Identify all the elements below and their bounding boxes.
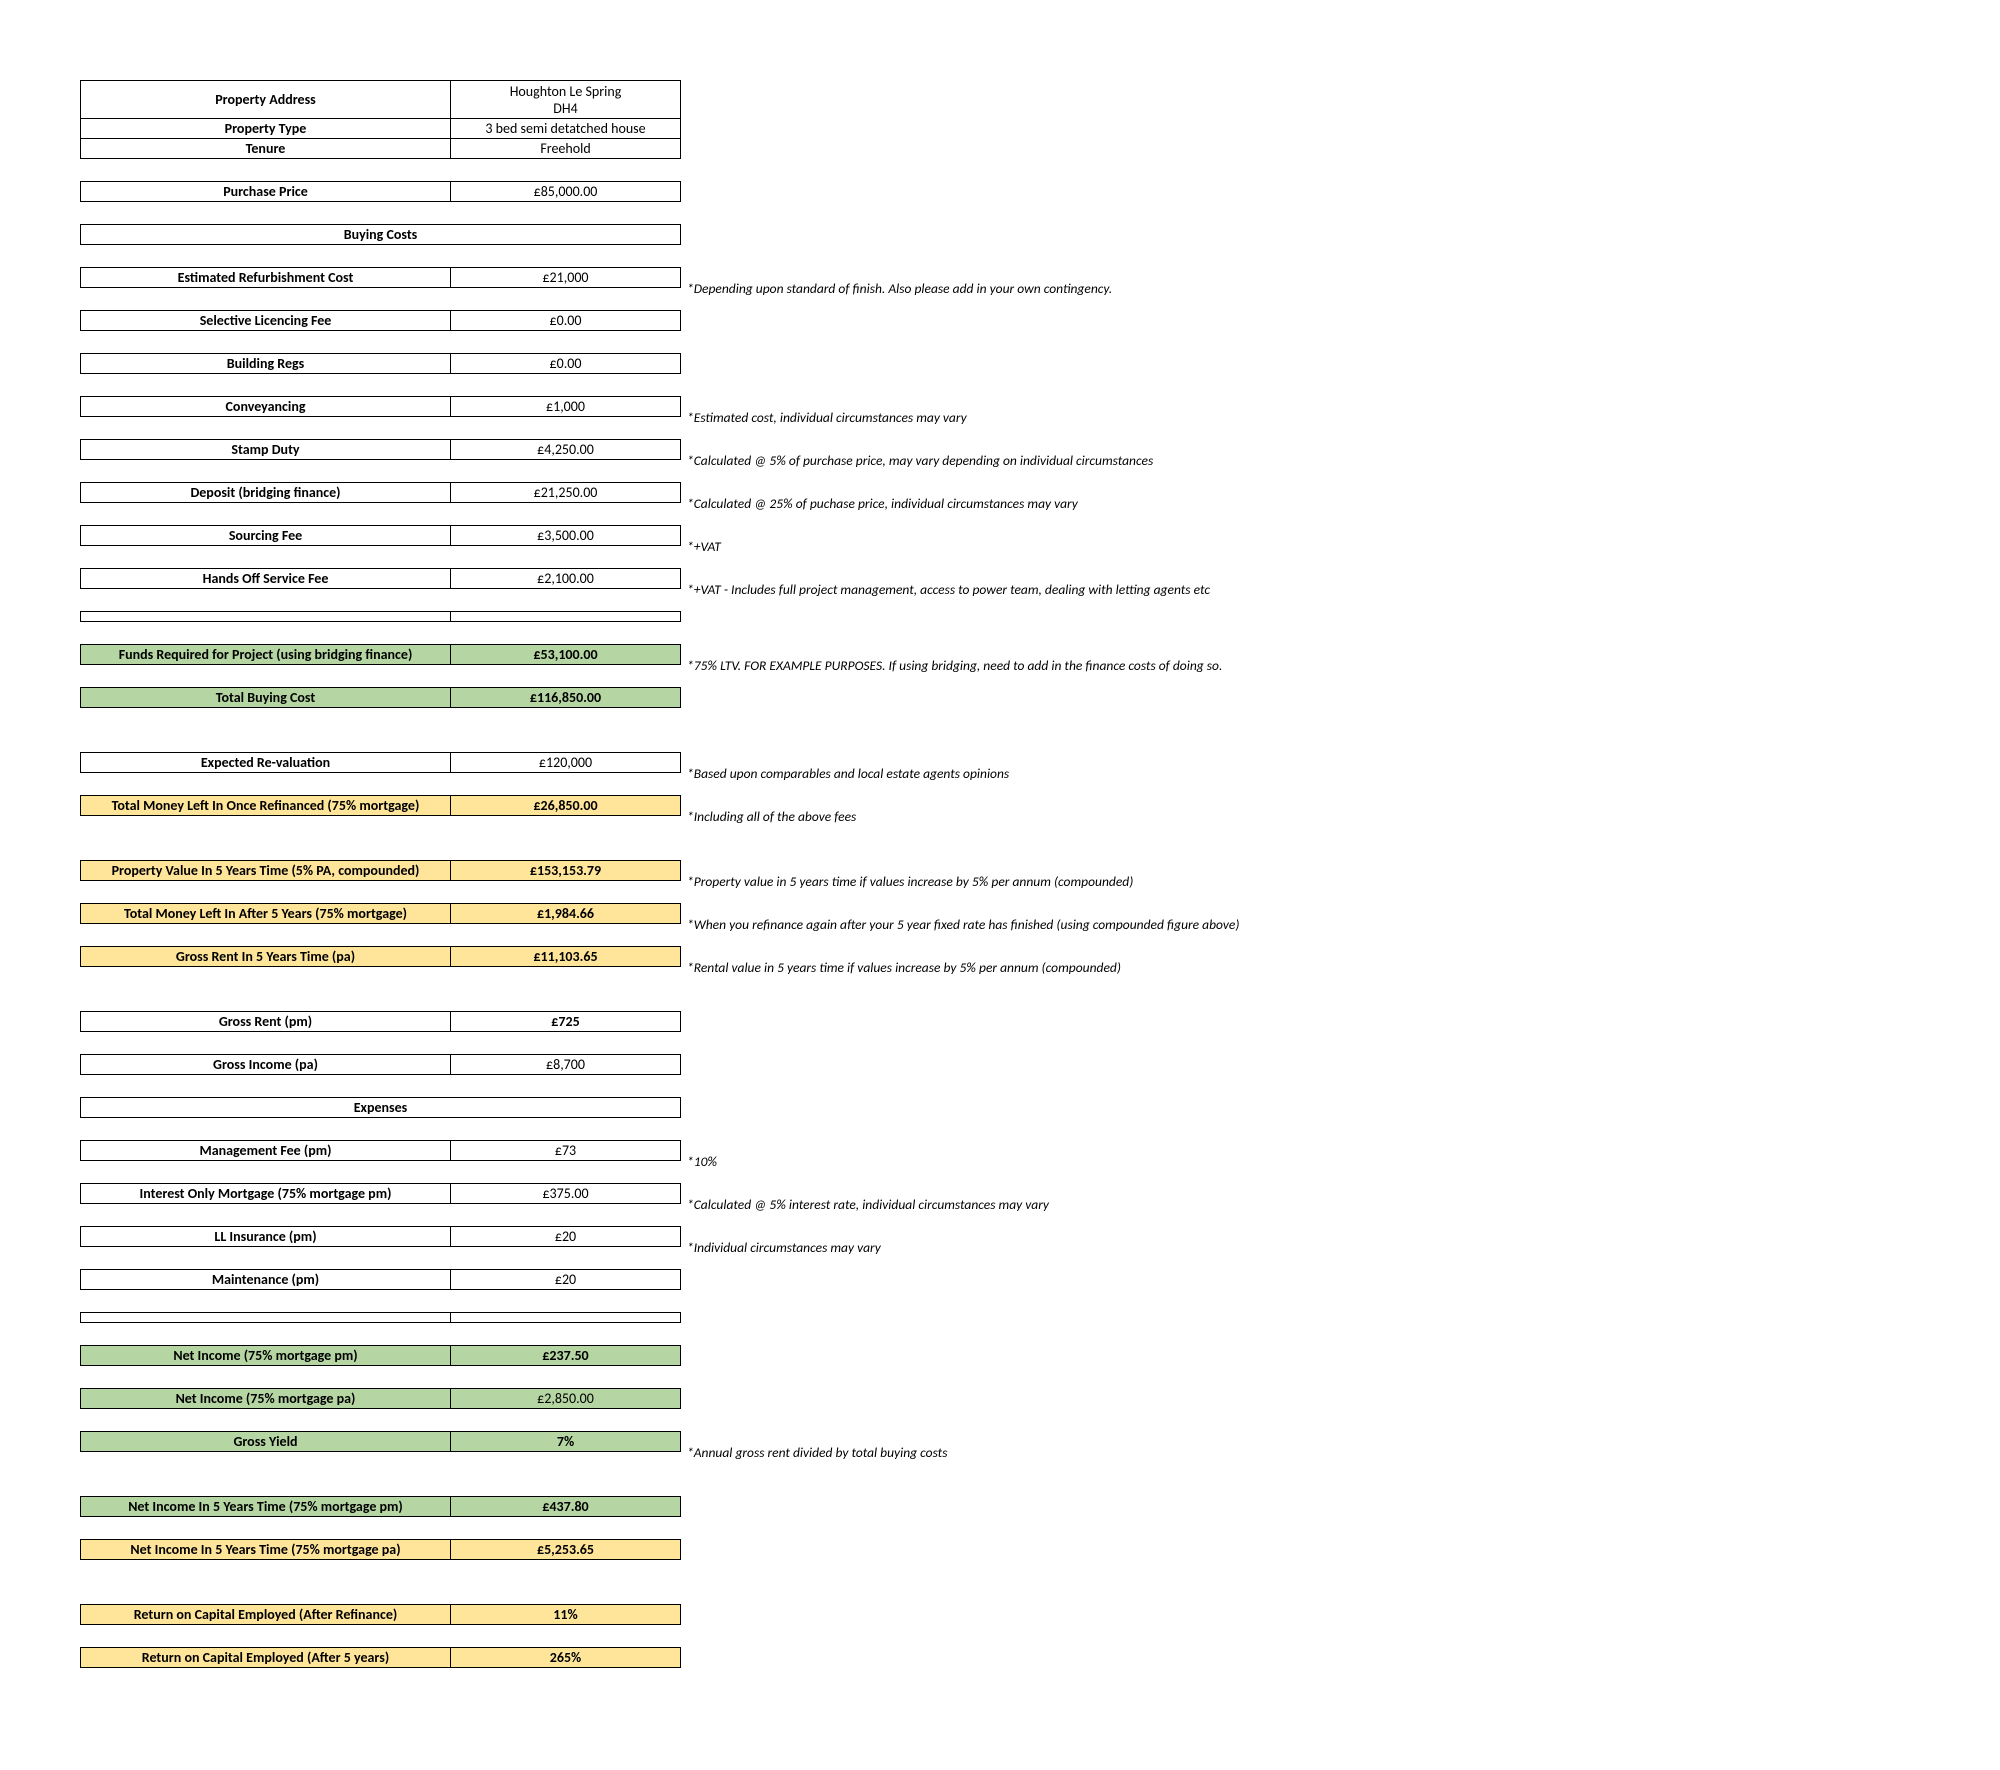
gross-rent-5y-value: £11,103.65 <box>451 947 681 967</box>
net-5y-pa-label: Net Income In 5 Years Time (75% mortgage… <box>81 1540 451 1560</box>
five-year-section: Property Value In 5 Years Time (5% PA, c… <box>80 860 1920 989</box>
roce-section: Return on Capital Employed (After Refina… <box>80 1604 1920 1690</box>
money-left-label: Total Money Left In Once Refinanced (75%… <box>81 796 451 816</box>
hands-off-note: *+VAT - Includes full project management… <box>681 581 1210 598</box>
gross-rent-5y-note: *Rental value in 5 years time if values … <box>681 959 1121 976</box>
insurance-value: £20 <box>451 1227 681 1247</box>
property-value-5y-label: Property Value In 5 Years Time (5% PA, c… <box>81 861 451 881</box>
money-left-5y-note: *When you refinance again after your 5 y… <box>681 916 1239 933</box>
net-pa-value: £2,850.00 <box>451 1389 681 1409</box>
deposit-value: £21,250.00 <box>451 483 681 503</box>
net-pa-label: Net Income (75% mortgage pa) <box>81 1389 451 1409</box>
address-line2: DH4 <box>459 100 672 117</box>
property-value-5y-note: *Property value in 5 years time if value… <box>681 873 1133 890</box>
refinance-section: Expected Re-valuation £120,000 *Based up… <box>80 752 1920 838</box>
net-pm-label: Net Income (75% mortgage pm) <box>81 1346 451 1366</box>
revaluation-label: Expected Re-valuation <box>81 753 451 773</box>
stamp-duty-label: Stamp Duty <box>81 440 451 460</box>
conveyancing-note: *Estimated cost, individual circumstance… <box>681 409 967 426</box>
refurb-value: £21,000 <box>451 268 681 288</box>
mgmt-fee-note: *10% <box>681 1153 717 1170</box>
property-value-5y-value: £153,153.79 <box>451 861 681 881</box>
property-type-label: Property Type <box>81 119 451 139</box>
total-buying-label: Total Buying Cost <box>81 688 451 708</box>
roce-after-refinance-value: 11% <box>451 1605 681 1625</box>
funds-required-note: *75% LTV. FOR EXAMPLE PURPOSES. If using… <box>681 657 1222 674</box>
total-buying-value: £116,850.00 <box>451 688 681 708</box>
maintenance-value: £20 <box>451 1270 681 1290</box>
net-pm-value: £237.50 <box>451 1346 681 1366</box>
money-left-note: *Including all of the above fees <box>681 808 856 825</box>
building-regs-value: £0.00 <box>451 354 681 374</box>
money-left-value: £26,850.00 <box>451 796 681 816</box>
purchase-price-value: £85,000.00 <box>451 182 681 202</box>
maintenance-label: Maintenance (pm) <box>81 1270 451 1290</box>
net-5y-pm-label: Net Income In 5 Years Time (75% mortgage… <box>81 1497 451 1517</box>
insurance-label: LL Insurance (pm) <box>81 1227 451 1247</box>
mortgage-label: Interest Only Mortgage (75% mortgage pm) <box>81 1184 451 1204</box>
gross-income-pa-label: Gross Income (pa) <box>81 1055 451 1075</box>
buying-costs-header: Buying Costs <box>81 225 681 245</box>
gross-rent-5y-label: Gross Rent In 5 Years Time (pa) <box>81 947 451 967</box>
refurb-note: *Depending upon standard of finish. Also… <box>681 280 1112 297</box>
conveyancing-label: Conveyancing <box>81 397 451 417</box>
property-type-value: 3 bed semi detatched house <box>451 119 681 139</box>
property-address-row: Property Address Houghton Le Spring DH4 <box>81 81 681 119</box>
insurance-note: *Individual circumstances may vary <box>681 1239 881 1256</box>
funds-required-value: £53,100.00 <box>451 645 681 665</box>
licencing-value: £0.00 <box>451 311 681 331</box>
tenure-value: Freehold <box>451 139 681 159</box>
sourcing-note: *+VAT <box>681 538 721 555</box>
address-line1: Houghton Le Spring <box>459 83 672 100</box>
gross-rent-pm-value: £725 <box>451 1012 681 1032</box>
roce-after-5y-label: Return on Capital Employed (After 5 year… <box>81 1648 451 1668</box>
spacer <box>81 612 451 622</box>
property-info-table: Property Address Houghton Le Spring DH4 … <box>80 80 681 159</box>
gross-yield-value: 7% <box>451 1432 681 1452</box>
spacer <box>451 612 681 622</box>
deposit-note: *Calculated @ 25% of puchase price, indi… <box>681 495 1078 512</box>
mortgage-value: £375.00 <box>451 1184 681 1204</box>
hands-off-value: £2,100.00 <box>451 569 681 589</box>
property-address-value: Houghton Le Spring DH4 <box>451 81 681 119</box>
gross-rent-pm-label: Gross Rent (pm) <box>81 1012 451 1032</box>
building-regs-label: Building Regs <box>81 354 451 374</box>
money-left-5y-label: Total Money Left In After 5 Years (75% m… <box>81 904 451 924</box>
stamp-duty-value: £4,250.00 <box>451 440 681 460</box>
future-income-section: Net Income In 5 Years Time (75% mortgage… <box>80 1496 1920 1582</box>
money-left-5y-value: £1,984.66 <box>451 904 681 924</box>
sourcing-value: £3,500.00 <box>451 526 681 546</box>
buying-costs-section: Purchase Price £85,000.00 Buying Costs E… <box>80 181 1920 730</box>
refurb-label: Estimated Refurbishment Cost <box>81 268 451 288</box>
mgmt-fee-value: £73 <box>451 1141 681 1161</box>
tenure-row: Tenure Freehold <box>81 139 681 159</box>
property-address-label: Property Address <box>81 81 451 119</box>
income-section: Gross Rent (pm) £725 Gross Income (pa) £… <box>80 1011 1920 1474</box>
gross-income-pa-value: £8,700 <box>451 1055 681 1075</box>
expenses-header: Expenses <box>81 1098 681 1118</box>
gross-yield-note: *Annual gross rent divided by total buyi… <box>681 1444 947 1461</box>
hands-off-label: Hands Off Service Fee <box>81 569 451 589</box>
funds-required-label: Funds Required for Project (using bridgi… <box>81 645 451 665</box>
property-type-row: Property Type 3 bed semi detatched house <box>81 119 681 139</box>
tenure-label: Tenure <box>81 139 451 159</box>
mgmt-fee-label: Management Fee (pm) <box>81 1141 451 1161</box>
property-investment-sheet: Property Address Houghton Le Spring DH4 … <box>80 80 1920 1690</box>
spacer <box>451 1313 681 1323</box>
mortgage-note: *Calculated @ 5% interest rate, individu… <box>681 1196 1049 1213</box>
revaluation-note: *Based upon comparables and local estate… <box>681 765 1009 782</box>
gross-yield-label: Gross Yield <box>81 1432 451 1452</box>
stamp-duty-note: *Calculated @ 5% of purchase price, may … <box>681 452 1153 469</box>
roce-after-refinance-label: Return on Capital Employed (After Refina… <box>81 1605 451 1625</box>
licencing-label: Selective Licencing Fee <box>81 311 451 331</box>
revaluation-value: £120,000 <box>451 753 681 773</box>
conveyancing-value: £1,000 <box>451 397 681 417</box>
purchase-price-label: Purchase Price <box>81 182 451 202</box>
net-5y-pa-value: £5,253.65 <box>451 1540 681 1560</box>
roce-after-5y-value: 265% <box>451 1648 681 1668</box>
deposit-label: Deposit (bridging finance) <box>81 483 451 503</box>
spacer <box>81 1313 451 1323</box>
sourcing-label: Sourcing Fee <box>81 526 451 546</box>
net-5y-pm-value: £437.80 <box>451 1497 681 1517</box>
